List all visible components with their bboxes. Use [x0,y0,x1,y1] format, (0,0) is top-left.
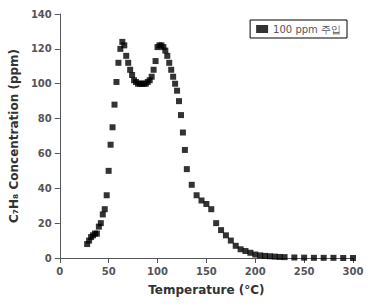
svg-text:150: 150 [196,266,217,277]
svg-text:20: 20 [38,218,52,229]
svg-text:C₇H₈ Concentration (ppm): C₇H₈ Concentration (ppm) [7,49,21,223]
svg-text:140: 140 [31,9,52,20]
svg-text:0: 0 [56,266,63,277]
svg-text:Temperature (°C): Temperature (°C) [148,283,264,297]
svg-text:0: 0 [45,253,52,264]
svg-text:80: 80 [38,113,52,124]
svg-text:50: 50 [102,266,116,277]
svg-text:200: 200 [245,266,266,277]
svg-text:250: 250 [294,266,315,277]
svg-text:300: 300 [343,266,364,277]
svg-text:100: 100 [147,266,168,277]
svg-text:60: 60 [38,148,52,159]
svg-text:120: 120 [31,43,52,54]
svg-text:100: 100 [31,78,52,89]
svg-text:40: 40 [38,183,52,194]
svg-text:100 ppm 주입: 100 ppm 주입 [273,24,341,35]
